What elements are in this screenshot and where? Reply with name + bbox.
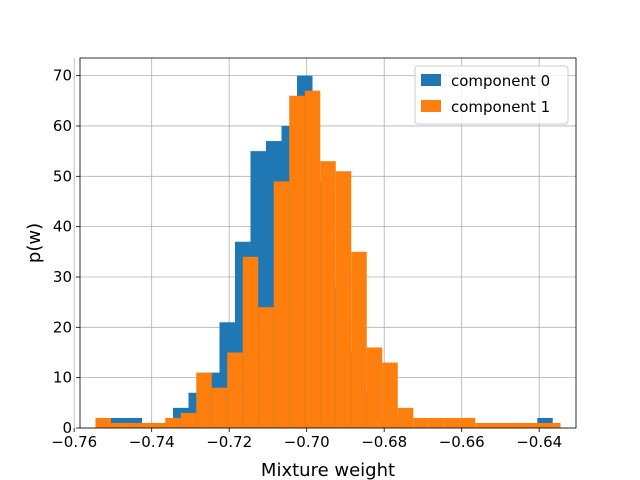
plot-frame xyxy=(79,57,577,429)
y-tick-label: 20 xyxy=(53,318,72,336)
bar-component-1 xyxy=(366,347,383,428)
y-tick-label: 10 xyxy=(53,369,72,387)
bar-component-1 xyxy=(397,407,414,428)
legend: component 0 component 1 xyxy=(414,65,569,125)
bar-component-1 xyxy=(289,95,305,429)
bar-component-1 xyxy=(196,372,212,428)
bar-component-1 xyxy=(95,417,111,428)
axis-ticks: −0.76 −0.74 −0.72 −0.70 −0.68 −0.66 −0.64 0 10 20… xyxy=(51,67,562,451)
y-tick-label: 60 xyxy=(53,117,72,135)
x-axis-label: Mixture weight xyxy=(261,460,395,480)
y-tick-label: 0 xyxy=(62,419,72,437)
bar-component-1 xyxy=(227,352,243,428)
bar-component-1 xyxy=(475,422,561,428)
bars xyxy=(95,75,561,429)
bar-component-1 xyxy=(211,387,228,428)
bar-component-1 xyxy=(459,417,476,428)
bar-component-1 xyxy=(428,417,445,428)
bar-component-1 xyxy=(320,161,336,429)
bar-component-1 xyxy=(258,307,274,428)
bar-component-1 xyxy=(111,422,135,428)
x-tick-label: −0.64 xyxy=(516,433,562,451)
legend-label-component-1: component 1 xyxy=(451,98,550,116)
y-tick-label: 30 xyxy=(53,268,72,286)
y-tick-label: 70 xyxy=(53,67,72,85)
x-tick-label: −0.72 xyxy=(206,433,252,451)
legend-box xyxy=(414,65,569,125)
bar-component-1 xyxy=(165,417,181,428)
bar-component-1 xyxy=(351,251,367,428)
legend-label-component-0: component 0 xyxy=(451,72,550,90)
bar-component-1 xyxy=(180,412,197,428)
x-tick-label: −0.70 xyxy=(284,433,330,451)
bar-component-1 xyxy=(242,256,259,428)
y-tick-label: 40 xyxy=(53,218,72,236)
bar-component-1 xyxy=(273,181,290,428)
legend-swatch-component-1 xyxy=(421,100,441,112)
y-tick-label: 50 xyxy=(53,167,72,185)
bar-component-1 xyxy=(382,362,398,428)
bar-component-1 xyxy=(444,417,460,428)
bar-component-1 xyxy=(304,90,321,429)
bar-component-1 xyxy=(134,422,166,428)
legend-swatch-component-0 xyxy=(421,74,441,86)
y-axis-label: p(w) xyxy=(24,223,45,263)
x-tick-label: −0.68 xyxy=(361,433,407,451)
x-tick-label: −0.76 xyxy=(51,433,97,451)
x-tick-label: −0.66 xyxy=(439,433,485,451)
x-tick-label: −0.74 xyxy=(129,433,175,451)
bar-component-1 xyxy=(413,417,429,428)
bar-component-1 xyxy=(335,171,352,428)
